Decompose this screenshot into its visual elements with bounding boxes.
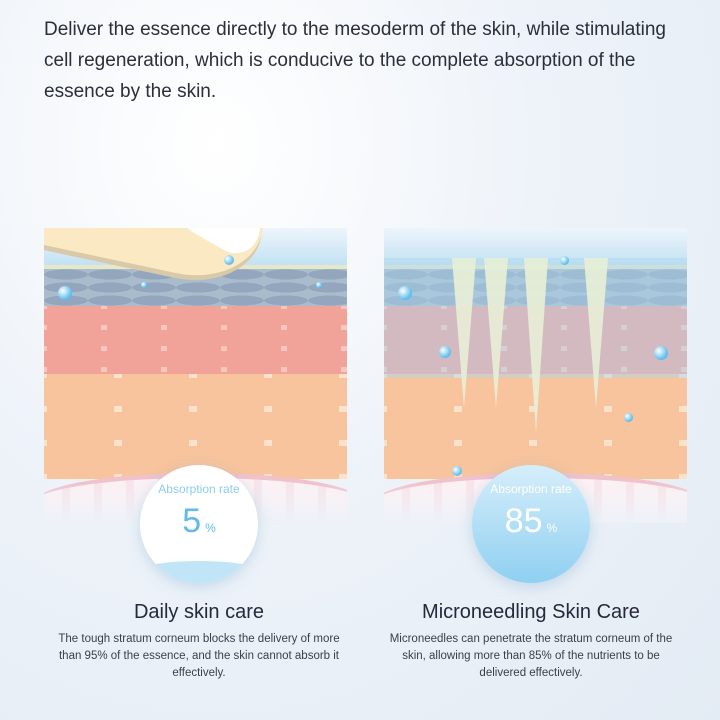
microneedling-title: Microneedling Skin Care xyxy=(422,601,640,623)
absorption-label: Absorption rate xyxy=(158,482,240,496)
absorption-rate-badge-daily: Absorption rate 5% xyxy=(140,465,258,583)
droplet-icon xyxy=(316,282,322,288)
droplet-icon xyxy=(141,282,147,288)
droplet-icon xyxy=(439,346,451,358)
microneedle-icon xyxy=(452,258,476,408)
daily-care-title: Daily skin care xyxy=(133,601,265,623)
percent-unit: % xyxy=(205,521,216,535)
microneedling-skin-illustration xyxy=(384,228,687,523)
microneedle-icon xyxy=(484,258,508,408)
absorption-value: 5 xyxy=(182,502,202,540)
percent-unit: % xyxy=(546,521,558,535)
droplet-icon xyxy=(224,255,234,265)
daily-care-description: The tough stratum corneum blocks the del… xyxy=(58,633,340,679)
microneedle-icon xyxy=(584,258,608,408)
headline: Deliver the essence directly to the meso… xyxy=(44,19,666,102)
microneedling-description: Microneedles can penetrate the stratum c… xyxy=(389,633,673,679)
droplet-icon xyxy=(398,286,412,300)
microneedle-icon xyxy=(524,258,548,433)
absorption-label: Absorption rate xyxy=(490,482,572,496)
absorption-value: 85 xyxy=(504,502,543,540)
droplet-icon xyxy=(654,346,668,360)
droplet-icon xyxy=(624,413,633,422)
droplet-icon xyxy=(560,256,569,265)
absorption-rate-badge-microneedling: Absorption rate 85% xyxy=(472,465,590,583)
droplet-icon xyxy=(58,286,72,300)
droplet-icon xyxy=(452,466,462,476)
